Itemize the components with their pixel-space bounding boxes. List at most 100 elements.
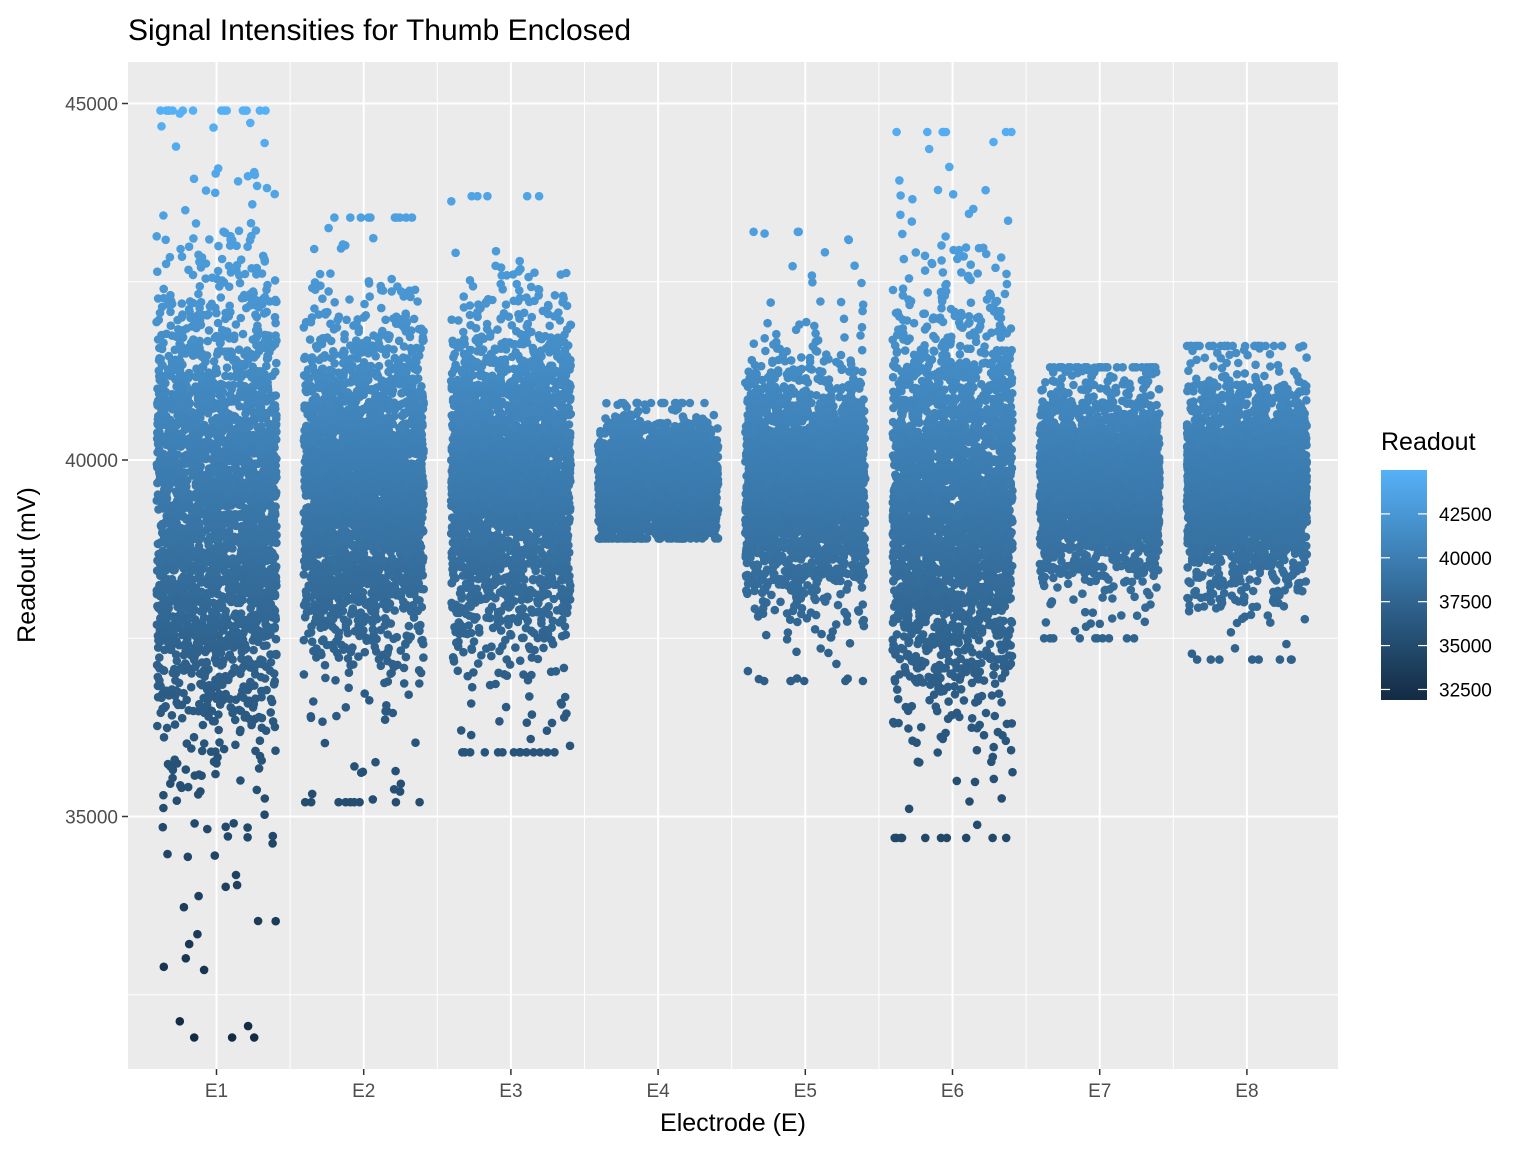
data-point-e1 xyxy=(168,361,177,370)
data-point-e1 xyxy=(159,211,168,220)
data-point-e1 xyxy=(214,726,223,735)
data-point-e1 xyxy=(155,681,164,690)
data-point-e2 xyxy=(300,354,309,363)
data-point-e1 xyxy=(181,436,190,445)
data-point-e2 xyxy=(342,569,351,578)
data-point-e1 xyxy=(157,122,166,131)
data-point-e1 xyxy=(271,319,280,328)
data-point-e2 xyxy=(333,568,342,577)
data-point-e1 xyxy=(236,456,245,465)
data-point-e1 xyxy=(195,700,204,709)
data-point-e1 xyxy=(220,560,229,569)
data-point-e1 xyxy=(231,716,240,725)
data-point-e1 xyxy=(158,407,167,416)
data-point-e1 xyxy=(159,294,168,303)
data-point-e2 xyxy=(360,689,369,698)
data-point-e1 xyxy=(163,724,172,733)
data-point-e1 xyxy=(153,620,162,629)
data-point-e1 xyxy=(167,646,176,655)
data-point-e1 xyxy=(161,481,170,490)
data-point-e1 xyxy=(161,533,170,542)
data-point-e2 xyxy=(383,707,392,716)
data-point-e1 xyxy=(179,393,188,402)
data-point-e1 xyxy=(196,414,205,423)
data-point-e1 xyxy=(271,331,280,340)
data-point-e1 xyxy=(257,673,266,682)
data-point-e1 xyxy=(229,394,238,403)
data-point-e1 xyxy=(175,371,184,380)
data-point-e1 xyxy=(179,512,188,521)
data-point-e2 xyxy=(371,758,380,767)
data-point-e1 xyxy=(272,359,281,368)
data-point-e2 xyxy=(301,798,310,807)
data-point-e1 xyxy=(214,267,223,276)
data-point-e1 xyxy=(256,655,265,664)
data-point-e1 xyxy=(185,940,194,949)
data-point-e2 xyxy=(300,636,309,645)
data-point-e1 xyxy=(201,669,210,678)
data-point-e1 xyxy=(200,614,209,623)
data-point-e2 xyxy=(405,622,414,631)
data-point-e1 xyxy=(214,590,223,599)
data-point-e2 xyxy=(339,240,348,249)
data-point-e1 xyxy=(225,517,234,526)
data-point-e1 xyxy=(239,629,248,638)
data-point-e2 xyxy=(317,380,326,389)
data-point-e1 xyxy=(175,604,184,613)
data-point-e2 xyxy=(359,768,368,777)
data-point-e1 xyxy=(176,416,185,425)
data-point-e1 xyxy=(205,235,214,244)
data-point-e1 xyxy=(190,313,199,322)
data-point-e2 xyxy=(365,292,374,301)
data-point-e1 xyxy=(262,308,271,317)
data-point-e1 xyxy=(178,252,187,261)
data-point-e1 xyxy=(240,523,249,532)
data-point-e1 xyxy=(158,303,167,312)
data-point-e2 xyxy=(381,715,390,724)
data-point-e2 xyxy=(417,585,426,594)
data-point-e1 xyxy=(153,590,162,599)
data-point-e1 xyxy=(230,612,239,621)
data-point-e2 xyxy=(369,795,378,804)
data-point-e1 xyxy=(271,276,280,285)
data-point-e1 xyxy=(203,494,212,503)
data-point-e1 xyxy=(260,810,269,819)
data-point-e2 xyxy=(302,388,311,397)
data-point-e1 xyxy=(162,260,171,269)
data-point-e1 xyxy=(256,587,265,596)
data-point-e1 xyxy=(204,541,213,550)
data-point-e1 xyxy=(271,612,280,621)
data-point-e2 xyxy=(402,653,411,662)
data-point-e2 xyxy=(417,669,426,678)
data-point-e1 xyxy=(158,473,167,482)
data-point-e1 xyxy=(178,349,187,358)
data-point-e1 xyxy=(169,669,178,678)
data-point-e1 xyxy=(157,635,166,644)
data-point-e2 xyxy=(316,270,325,279)
data-point-e2 xyxy=(387,275,396,284)
data-point-e1 xyxy=(250,459,259,468)
data-point-e1 xyxy=(190,733,199,742)
data-point-e1 xyxy=(240,443,249,452)
data-point-e2 xyxy=(344,684,353,693)
data-point-e1 xyxy=(169,551,178,560)
data-point-e1 xyxy=(203,825,212,834)
data-point-e1 xyxy=(217,437,226,446)
data-point-e2 xyxy=(350,553,359,562)
data-point-e1 xyxy=(158,523,167,532)
data-point-e1 xyxy=(225,282,234,291)
data-point-e1 xyxy=(228,593,237,602)
data-point-e1 xyxy=(258,724,267,733)
data-point-e1 xyxy=(185,369,194,378)
data-point-e1 xyxy=(217,293,226,302)
data-point-e1 xyxy=(196,282,205,291)
data-point-e1 xyxy=(189,607,198,616)
data-point-e1 xyxy=(270,624,279,633)
data-point-e2 xyxy=(324,224,333,233)
data-point-e1 xyxy=(204,513,213,522)
data-point-e2 xyxy=(324,287,333,296)
data-point-e2 xyxy=(384,677,393,686)
data-point-e1 xyxy=(161,498,170,507)
data-point-e2 xyxy=(412,358,421,367)
data-point-e1 xyxy=(158,433,167,442)
